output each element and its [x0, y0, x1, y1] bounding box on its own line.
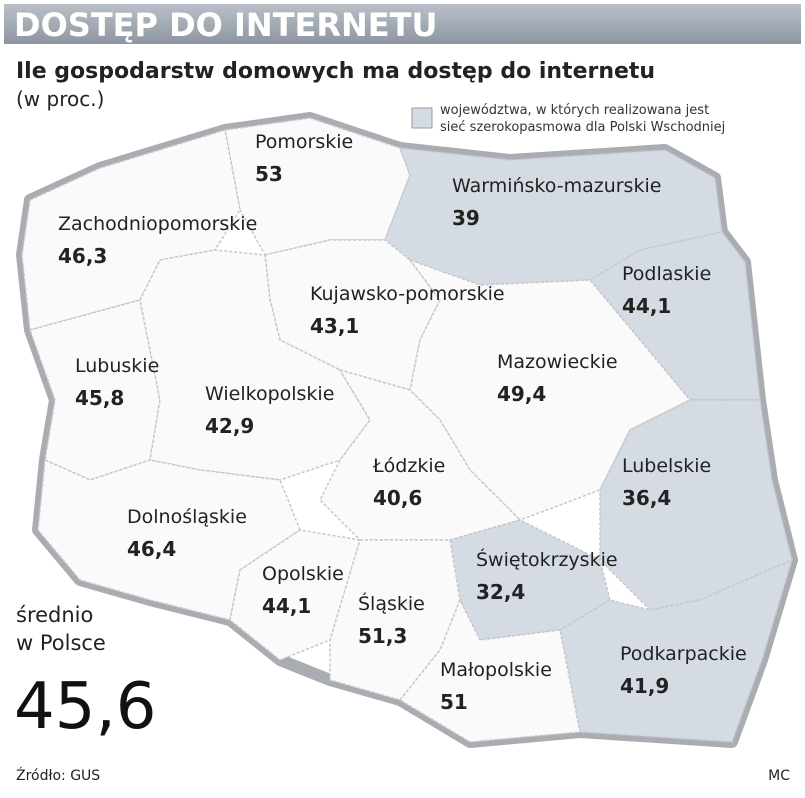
title: DOSTĘP DO INTERNETU [14, 6, 437, 44]
region-name: Warmińsko-mazurskie [452, 175, 661, 197]
region [139, 249, 371, 481]
author: MC [768, 768, 790, 784]
average-value: 45,6 [14, 670, 157, 744]
region [398, 598, 581, 743]
region-name: Lubelskie [622, 455, 711, 477]
region-value: 32,4 [476, 580, 525, 604]
region-name: Zachodniopomorskie [58, 213, 257, 235]
region [264, 239, 441, 391]
region-value: 46,3 [58, 244, 107, 268]
region-value: 41,9 [620, 674, 669, 698]
regions: Pomorskie 53 Zachodniopomorskie 46,3 Warmińs… [16, 112, 798, 748]
region-name: Kujawsko-pomorskie [310, 283, 505, 305]
region-value: 45,8 [75, 386, 124, 410]
region-name: Dolnośląskie [127, 506, 247, 528]
legend-text: sieć szerokopasmowa dla Polski Wschodnie… [440, 120, 725, 135]
region-value: 39 [452, 206, 480, 230]
region-name: Podlaskie [622, 263, 711, 285]
region-name: Wielkopolskie [205, 383, 334, 405]
region-value: 49,4 [497, 382, 546, 406]
legend-swatch [411, 107, 433, 129]
region-value: 51,3 [358, 624, 407, 648]
source: Źródło: GUS [16, 766, 100, 784]
region-name: Małopolskie [440, 659, 552, 681]
region-value: 44,1 [262, 594, 311, 618]
region-value: 43,1 [310, 314, 359, 338]
title-bar [4, 4, 801, 44]
region-name: Opolskie [262, 563, 344, 585]
average-label: średnio [16, 603, 93, 627]
region-name: Podkarpackie [620, 643, 747, 665]
region-name: Świętokrzyskie [476, 547, 618, 571]
region-name: Łódzkie [372, 455, 445, 477]
region-name: Mazowieckie [497, 351, 618, 373]
region-value: 40,6 [373, 486, 422, 510]
region-value: 42,9 [205, 414, 254, 438]
subtitle: Ile gospodarstw domowych ma dostęp do in… [16, 59, 655, 84]
region-name: Śląskie [358, 591, 425, 615]
region-value: 51 [440, 690, 468, 714]
region [29, 299, 161, 481]
region-value: 46,4 [127, 537, 176, 561]
region-value: 44,1 [622, 294, 671, 318]
region-name: Lubuskie [75, 355, 159, 377]
average-label: w Polsce [16, 631, 106, 655]
region [37, 458, 301, 621]
region-value: 53 [255, 162, 283, 186]
region [21, 129, 241, 331]
region [407, 258, 692, 521]
unit: (w proc.) [16, 87, 104, 111]
region-name: Pomorskie [255, 131, 353, 153]
region [559, 558, 794, 743]
region-value: 36,4 [622, 486, 671, 510]
labels: Pomorskie 53 Zachodniopomorskie 46,3 Warmińs… [58, 131, 747, 714]
region [599, 399, 793, 611]
legend-text: województwa, w których realizowana jest [440, 103, 709, 118]
region [224, 117, 411, 256]
